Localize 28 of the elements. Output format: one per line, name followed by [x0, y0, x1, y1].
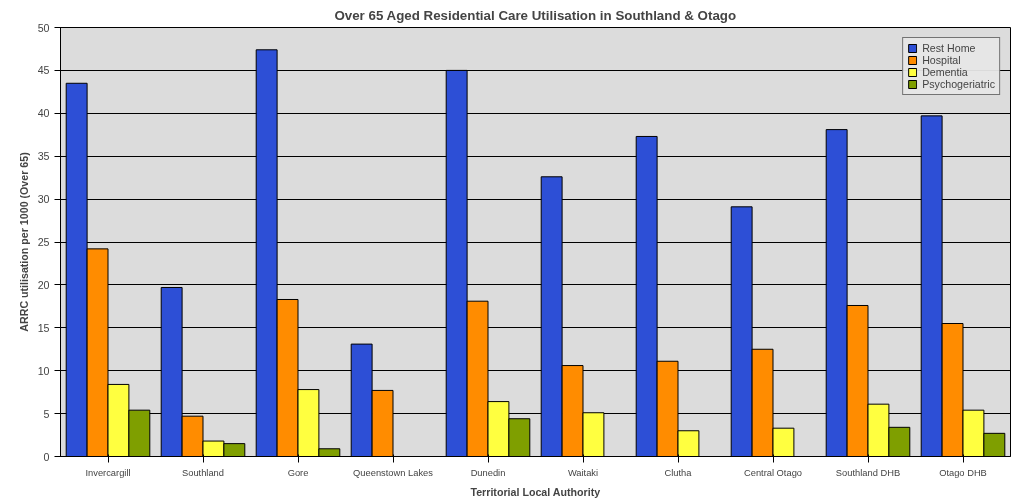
y-tick-label: 30 [37, 193, 50, 206]
y-tick-label: 15 [37, 321, 50, 334]
legend-label: Psychogeriatric [922, 78, 995, 90]
x-tick-label: Dunedin [470, 467, 506, 478]
y-tick-label: 40 [37, 107, 50, 120]
x-tick-label: Clutha [664, 467, 693, 478]
x-tick-label: Invercargill [85, 467, 131, 478]
y-tick-label: 50 [37, 21, 50, 34]
y-tick-label: 5 [43, 407, 50, 420]
x-tick-label: Southland [181, 467, 225, 478]
y-tick-label: 45 [37, 64, 50, 77]
y-tick-label: 25 [37, 236, 50, 248]
y-tick-label: 10 [37, 364, 50, 377]
x-tick-label: Waitaki [567, 467, 599, 478]
legend-label: Rest Home [922, 42, 976, 54]
x-tick-label: Queenstown Lakes [353, 467, 434, 478]
y-tick-label: 0 [43, 450, 50, 463]
x-tick-label: Central Otago [743, 467, 803, 478]
y-axis-title: ARRC utilisation per 1000 (Over 65) [17, 151, 30, 332]
x-tick-label: Gore [287, 467, 309, 478]
x-tick-label: Southland DHB [835, 467, 901, 478]
chart-title: Over 65 Aged Residential Care Utilisation in Southland & Otago [334, 7, 737, 23]
x-tick-label: Otago DHB [939, 467, 987, 478]
y-tick-label: 20 [37, 278, 50, 291]
y-tick-label: 35 [37, 150, 50, 163]
legend-label: Dementia [922, 66, 968, 78]
x-axis-title: Territorial Local Authority [470, 485, 601, 498]
legend-label: Hospital [922, 54, 961, 66]
